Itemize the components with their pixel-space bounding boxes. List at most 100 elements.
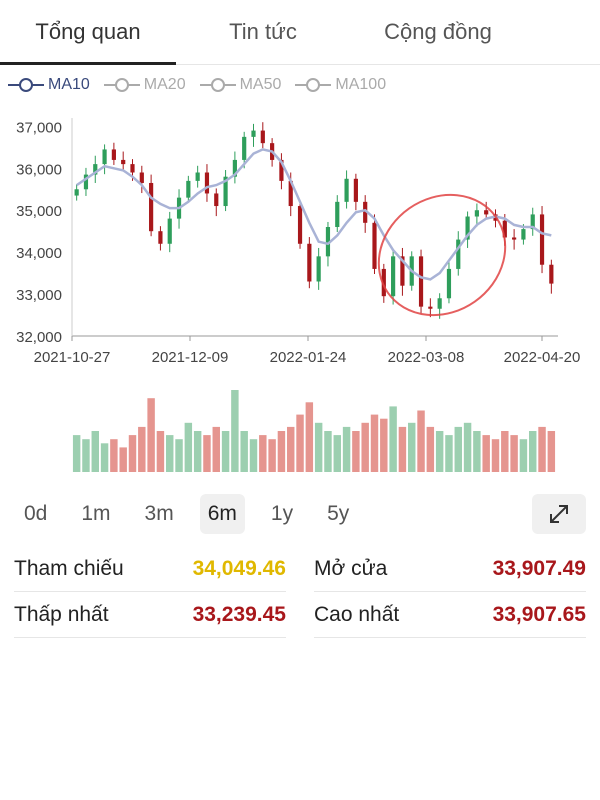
volume-bar [370, 414, 379, 472]
stat-reference-label: Tham chiếu [14, 556, 124, 580]
volume-bar [82, 439, 90, 472]
candle-body [121, 159, 126, 165]
candle-body [521, 229, 526, 240]
volume-bar [166, 435, 174, 472]
legend-ma50[interactable]: MA50 [199, 76, 281, 94]
period-5y[interactable]: 5y [327, 502, 350, 525]
volume-bar [231, 390, 239, 472]
candle-body [363, 201, 368, 223]
candle-body [74, 189, 79, 196]
period-1y[interactable]: 1y [270, 502, 294, 525]
candle-body [102, 149, 107, 165]
period-1m[interactable]: 1m [81, 502, 111, 525]
legend-ma10-label: MA10 [48, 76, 90, 93]
volume-bar [175, 439, 183, 472]
legend-ma100-label: MA100 [335, 76, 387, 93]
volume-bar [268, 439, 276, 472]
volume-bar [380, 418, 388, 472]
candle-body [279, 159, 284, 181]
candle-body [214, 193, 219, 207]
candle-body [223, 176, 228, 207]
tab-news-label: Tin tức [229, 19, 297, 44]
tab-overview-label: Tổng quan [35, 19, 141, 44]
ma-legend: MA10 MA20 MA50 MA100 [8, 76, 386, 94]
candle-body [512, 237, 517, 240]
volume-bar [408, 422, 416, 472]
candle-body [186, 180, 191, 198]
legend-ma100[interactable]: MA100 [295, 76, 386, 94]
price-chart[interactable]: 37,000 36,000 35,000 34,000 33,000 32,000 2021… [0, 110, 600, 480]
candle-body [418, 256, 424, 307]
volume-bar [389, 406, 397, 472]
stat-reference-value: 34,049.46 [192, 556, 286, 580]
candle-body [391, 256, 396, 297]
period-selector: 0d 1m 3m 6m 1y 5y [16, 494, 375, 534]
stat-high-label: Cao nhất [314, 602, 400, 626]
candle-body [344, 178, 349, 202]
volume-bar [473, 431, 481, 472]
period-0d[interactable]: 0d [24, 502, 48, 525]
tab-overview[interactable]: Tổng quan [0, 0, 176, 65]
volume-bar [91, 431, 99, 472]
candle-body [93, 164, 98, 175]
volume-bar [259, 435, 267, 472]
y-tick-label: 34,000 [16, 245, 62, 262]
volume-bar [110, 439, 118, 472]
stat-open-label: Mở cửa [314, 556, 388, 580]
volume-bar [454, 426, 462, 472]
volume-bar [128, 435, 137, 472]
expand-icon [550, 505, 568, 523]
candle-body [316, 256, 321, 282]
candle-body [549, 264, 554, 284]
candle-body [428, 306, 433, 309]
stat-open-value: 33,907.49 [492, 556, 586, 580]
volume-bar [445, 435, 453, 472]
volume-bar [510, 435, 518, 472]
candle-body [307, 243, 312, 282]
candle-body [260, 130, 265, 144]
candle-body [167, 218, 172, 244]
stat-high: Cao nhất 33,907.65 [314, 592, 586, 638]
stat-open: Mở cửa 33,907.49 [314, 546, 586, 592]
volume-bar [547, 431, 556, 472]
volume-bar [193, 431, 202, 472]
candle-body [437, 298, 442, 309]
annotation-circle [377, 193, 507, 317]
y-tick-label: 35,000 [16, 203, 62, 220]
candle-body [335, 201, 340, 227]
volume-bar [287, 426, 295, 472]
y-tick-label: 32,000 [16, 329, 62, 346]
stats-table: Tham chiếu 34,049.46 Mở cửa 33,907.49 Th… [14, 546, 586, 638]
volume-bar [184, 422, 193, 472]
volume-bar [491, 439, 500, 472]
volume-bar [119, 447, 127, 472]
y-tick-label: 37,000 [16, 119, 62, 136]
line-marker-icon [295, 78, 332, 92]
volume-bar [398, 426, 407, 472]
tab-community[interactable]: Cộng đồng [350, 0, 526, 64]
candle-body [204, 172, 210, 194]
expand-button[interactable] [532, 494, 586, 534]
candle-body [456, 239, 461, 269]
candle-body [288, 180, 293, 207]
volume-bar [529, 431, 537, 472]
candle-body [149, 182, 154, 232]
legend-ma20[interactable]: MA20 [103, 76, 186, 94]
volume-bar [100, 443, 109, 472]
volume-bar [482, 435, 490, 472]
x-tick-label: 2021-10-27 [34, 349, 111, 366]
stat-low: Thấp nhất 33,239.45 [14, 592, 286, 638]
line-marker-icon [199, 78, 236, 92]
period-6m[interactable]: 6m [199, 494, 245, 534]
volume-bar [324, 431, 332, 472]
candle-body [381, 268, 386, 297]
period-3m[interactable]: 3m [144, 502, 174, 525]
legend-ma10[interactable]: MA10 [8, 76, 90, 94]
volume-bar [249, 439, 258, 472]
volume-bar [352, 431, 360, 472]
stat-reference: Tham chiếu 34,049.46 [14, 546, 286, 592]
volume-bar [519, 439, 528, 472]
volume-bar [435, 431, 444, 472]
volume-bar [314, 422, 323, 472]
tab-news[interactable]: Tin tức [176, 0, 350, 64]
